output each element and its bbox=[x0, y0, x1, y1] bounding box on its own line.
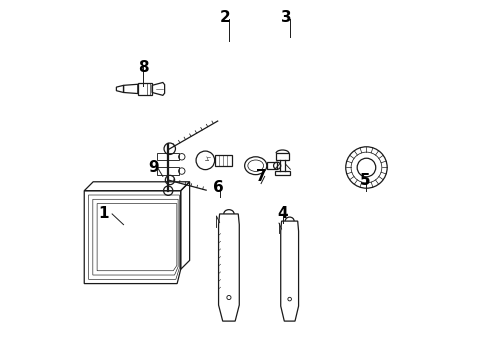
Text: 6: 6 bbox=[213, 180, 223, 195]
Text: 1: 1 bbox=[98, 206, 109, 221]
Text: 5: 5 bbox=[359, 172, 370, 188]
Text: 3: 3 bbox=[281, 10, 292, 25]
Text: 2: 2 bbox=[220, 10, 231, 25]
Text: 4: 4 bbox=[277, 206, 288, 221]
Text: 7: 7 bbox=[256, 169, 267, 184]
Text: 9: 9 bbox=[148, 160, 159, 175]
Text: 8: 8 bbox=[138, 60, 148, 75]
